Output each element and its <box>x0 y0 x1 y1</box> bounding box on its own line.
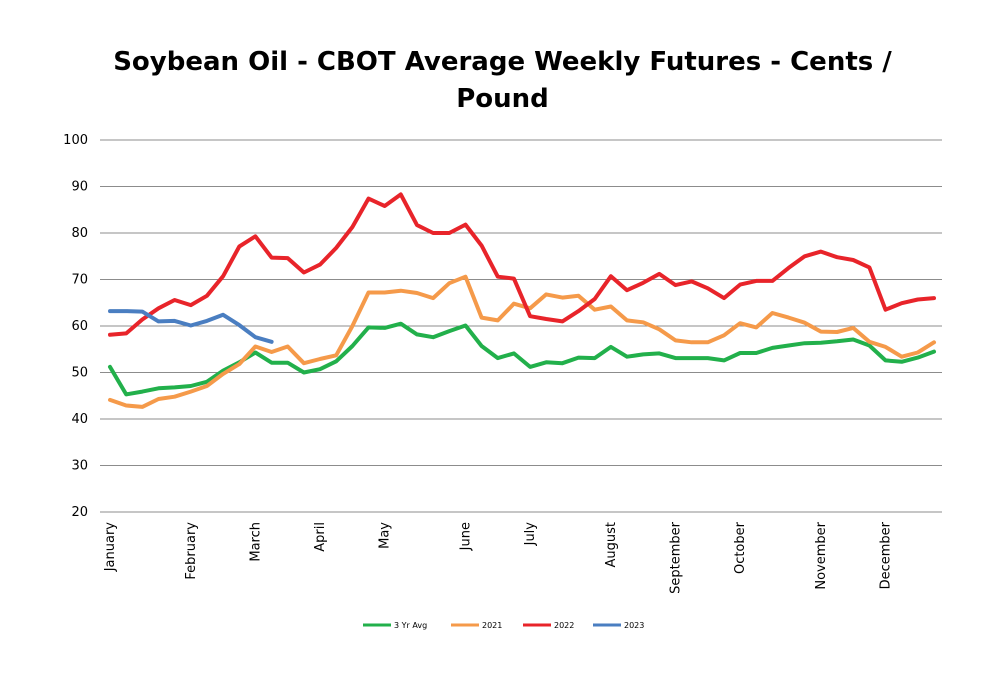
series-line-1 <box>108 321 936 397</box>
y-tick-label: 70 <box>71 273 88 288</box>
x-tick-label: October <box>733 521 748 574</box>
y-tick-label: 50 <box>71 366 88 381</box>
x-tick-label: December <box>879 521 894 589</box>
series-lines <box>108 192 936 409</box>
series-line-3 <box>108 192 936 337</box>
gridlines <box>100 139 942 513</box>
legend-label: 2023 <box>624 621 644 630</box>
x-tick-label: May <box>378 522 393 549</box>
x-tick-label: March <box>248 522 263 562</box>
x-axis: January February March April May June July Augu… <box>103 521 894 594</box>
x-tick-label: June <box>458 522 473 551</box>
legend-label: 2021 <box>482 621 502 630</box>
x-tick-label: July <box>523 522 538 547</box>
series-line-4 <box>108 309 274 344</box>
series-line-2 <box>108 274 936 409</box>
y-tick-label: 40 <box>71 412 88 427</box>
chart-title-line-2: Pound <box>456 84 549 114</box>
y-tick-label: 90 <box>71 180 88 195</box>
chart-title: Soybean Oil - CBOT Average Weekly Future… <box>0 44 1005 118</box>
y-tick-label: 60 <box>71 319 88 334</box>
x-tick-label: September <box>668 521 683 594</box>
x-tick-label: April <box>313 522 328 552</box>
chart-title-line-1: Soybean Oil - CBOT Average Weekly Future… <box>113 47 892 77</box>
y-tick-label: 30 <box>71 459 88 474</box>
y-tick-label: 20 <box>71 505 88 520</box>
y-axis: 20 30 40 50 60 70 80 90 100 <box>63 133 88 520</box>
x-tick-label: August <box>604 522 619 568</box>
x-tick-label: November <box>814 521 829 589</box>
legend-label: 2022 <box>554 621 574 630</box>
legend-label: 3 Yr Avg <box>394 621 427 630</box>
legend: 3 Yr Avg 2021 2022 2023 <box>363 621 644 630</box>
y-tick-label: 80 <box>71 226 88 241</box>
y-tick-label: 100 <box>63 133 88 148</box>
x-tick-label: February <box>184 522 199 580</box>
x-tick-label: January <box>103 522 118 573</box>
